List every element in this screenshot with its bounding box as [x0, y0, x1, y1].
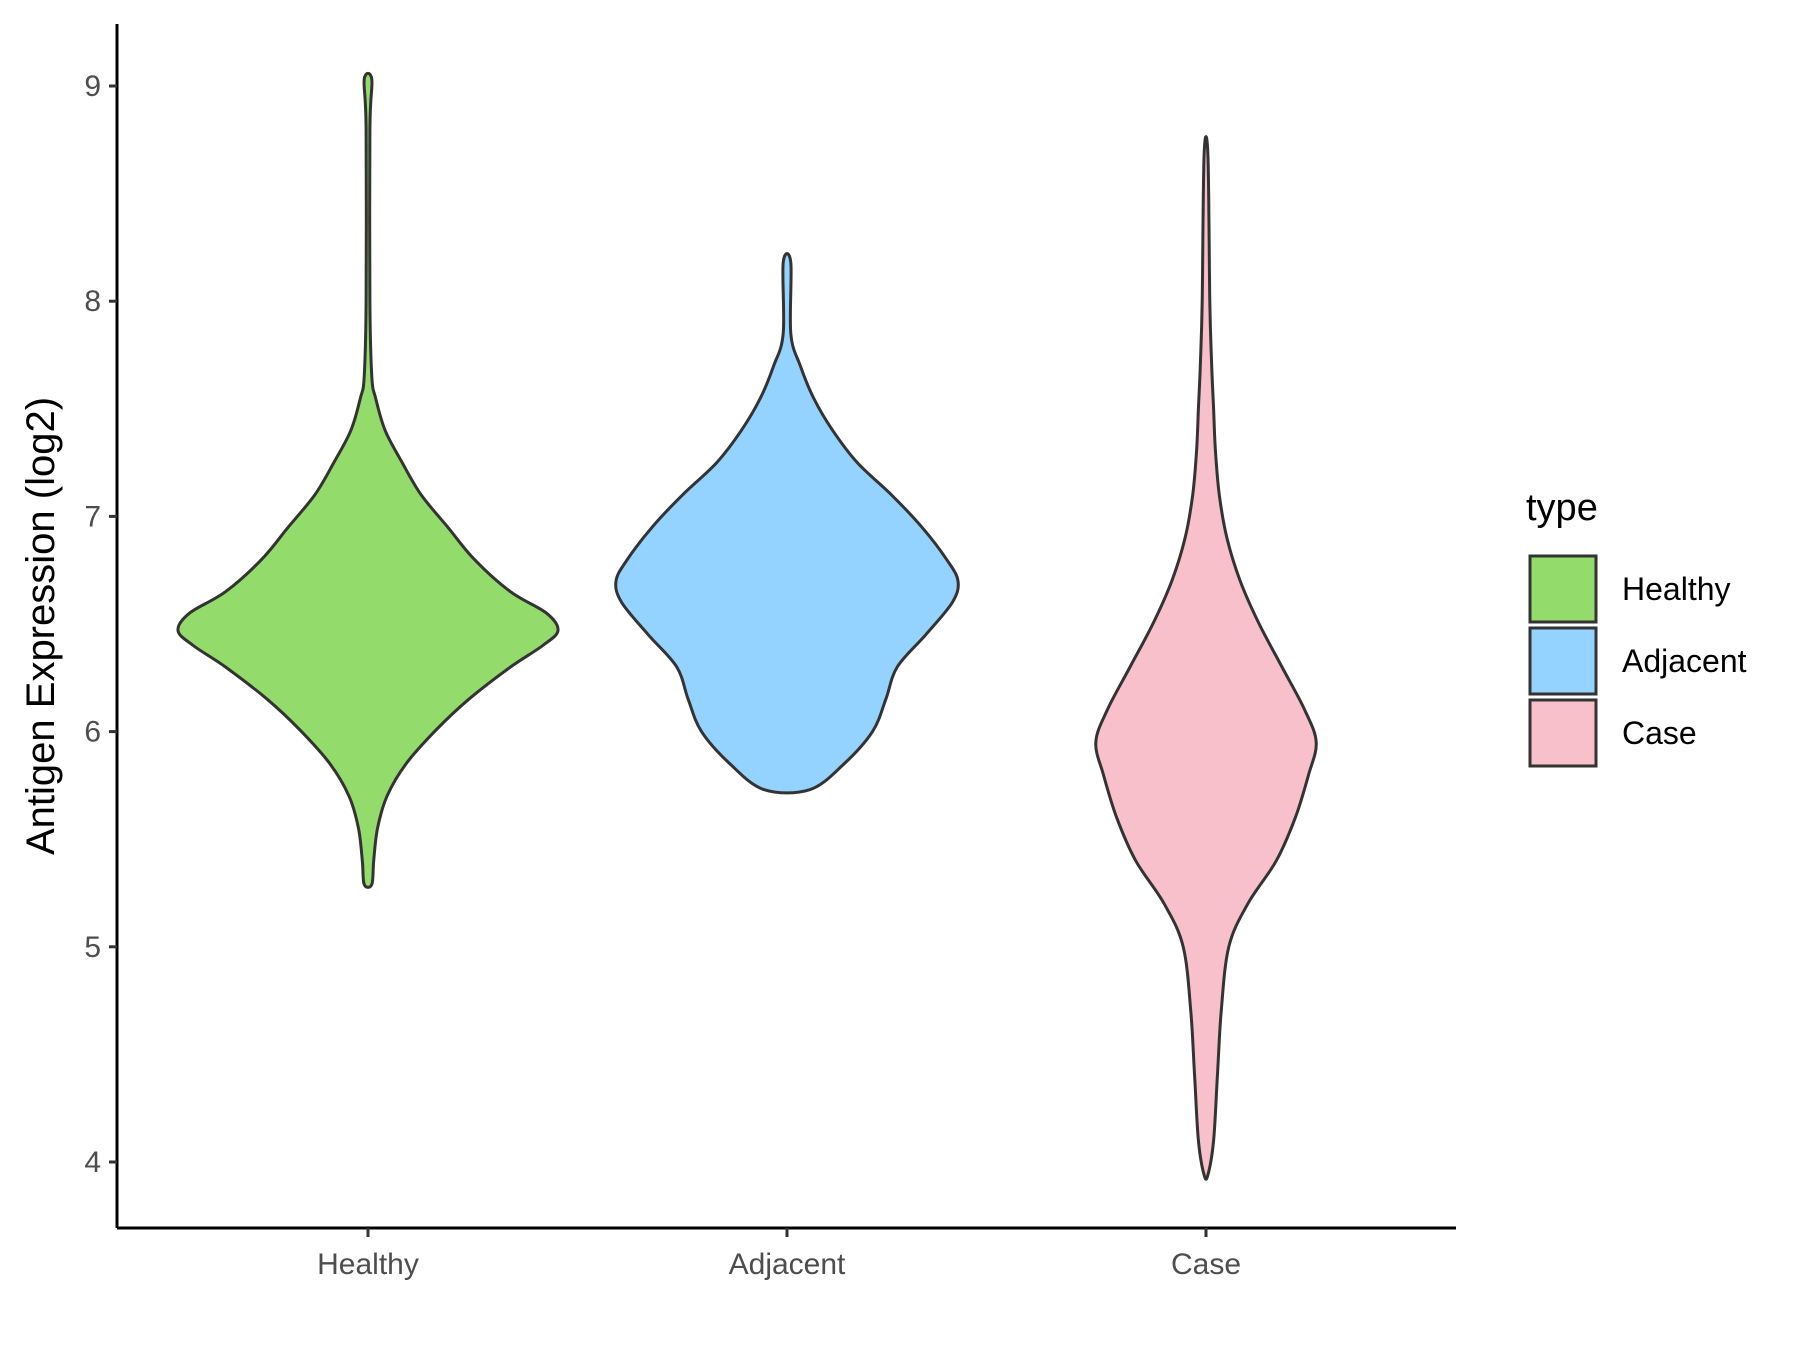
y-tick-label: 7: [84, 500, 101, 533]
legend-label-adjacent: Adjacent: [1622, 643, 1747, 679]
x-tick-label-adjacent: Adjacent: [729, 1248, 846, 1281]
violin-adjacent: [614, 252, 960, 795]
legend-title: type: [1526, 487, 1598, 529]
y-axis-title: Antigen Expression (log2): [19, 397, 63, 855]
x-tick-label-case: Case: [1171, 1248, 1241, 1281]
violin-case: [1094, 135, 1318, 1181]
y-tick-label: 9: [84, 70, 101, 103]
legend-swatch-healthy: [1528, 554, 1598, 624]
x-ticks: Healthy Adjacent Case: [317, 1228, 1241, 1281]
legend: type Healthy Adjacent Case: [1526, 487, 1747, 768]
y-tick-label: 6: [84, 716, 101, 749]
legend-swatch-case: [1528, 698, 1598, 768]
y-tick-label: 4: [84, 1146, 101, 1179]
violin-layer: [176, 71, 1318, 1181]
y-ticks: 4 5 6 7 8 9: [84, 70, 117, 1179]
legend-label-healthy: Healthy: [1622, 571, 1731, 607]
legend-swatch-adjacent: [1528, 626, 1598, 696]
violin-healthy: [176, 71, 560, 889]
legend-label-case: Case: [1622, 715, 1697, 751]
y-tick-label: 5: [84, 931, 101, 964]
x-tick-label-healthy: Healthy: [317, 1248, 419, 1281]
y-tick-label: 8: [84, 285, 101, 318]
